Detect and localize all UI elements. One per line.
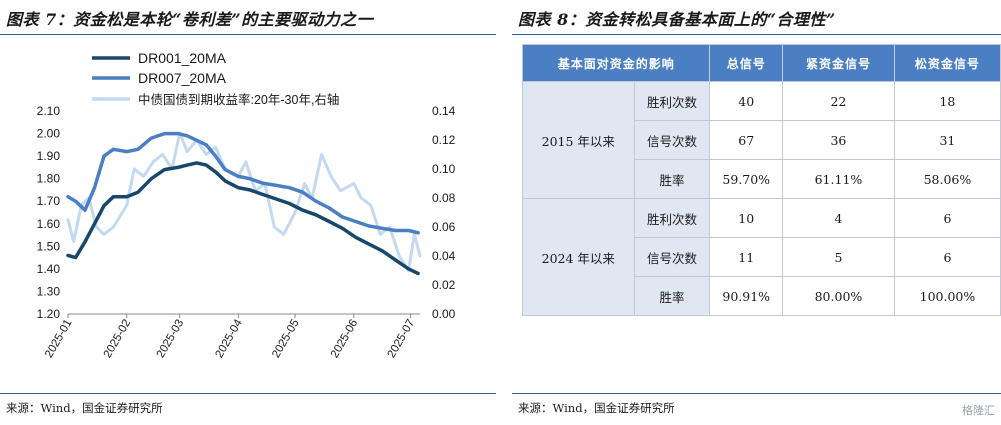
series-line-2	[66, 131, 422, 272]
y-right-tick-label: 0.00	[432, 307, 456, 321]
title-rule	[0, 34, 496, 35]
x-tick-label: 2025-07	[386, 318, 418, 361]
value-cell: 5	[782, 237, 895, 277]
y-left-tick-label: 1.70	[37, 194, 61, 208]
title-rule	[512, 34, 1001, 35]
y-left-tick-label: 1.40	[37, 262, 61, 276]
signal-table: 基本面对资金的影响 总信号 紧资金信号 松资金信号 2015 年以来 胜利次数 …	[521, 44, 1001, 316]
value-cell: 22	[782, 81, 895, 121]
metric-cell: 胜率	[633, 159, 711, 199]
metric-cell: 胜利次数	[633, 81, 711, 121]
value-cell: 59.70%	[709, 159, 784, 199]
legend-label: 中债国债到期收益率:20年-30年,右轴	[138, 92, 339, 107]
table-source: 来源：Wind，国金证券研究所	[518, 401, 675, 415]
y-right-tick-label: 0.04	[432, 249, 456, 263]
y-right-tick-label: 0.10	[432, 162, 456, 176]
value-cell: 61.11%	[782, 159, 895, 199]
source-rule	[512, 393, 1001, 394]
legend-label: DR007_20MA	[138, 70, 227, 86]
metric-cell: 信号次数	[633, 120, 711, 160]
value-cell: 100.00%	[893, 276, 1001, 316]
legend-label: DR001_20MA	[138, 50, 227, 66]
right-panel: 图表 8：资金转松具备基本面上的“合理性” 基本面对资金的影响 总信号 紧资金信…	[512, 0, 1001, 425]
value-cell: 18	[893, 81, 1001, 121]
series-line-1	[66, 131, 420, 235]
panel-separator	[496, 0, 512, 425]
y-left-tick-label: 1.80	[37, 172, 61, 186]
chart-source: 来源：Wind，国金证券研究所	[6, 401, 163, 415]
x-tick-label: 2025-02	[102, 318, 134, 361]
y-right-tick-label: 0.14	[432, 104, 456, 118]
table-row: 2015 年以来 胜利次数 40 22 18	[522, 81, 1001, 199]
y-left-tick-label: 1.20	[37, 307, 61, 321]
metric-cell: 胜利次数	[633, 198, 711, 238]
x-tick-label: 2025-06	[329, 318, 361, 361]
value-cell: 58.06%	[893, 159, 1001, 199]
left-panel: 图表 7：资金松是本轮“卷利差”的主要驱动力之一 2.10 2.00 1.90 1.8…	[0, 0, 496, 425]
source-rule	[0, 393, 496, 394]
y-right-tick-label: 0.12	[432, 133, 456, 147]
value-cell: 4	[782, 198, 895, 238]
period-cell: 2015 年以来	[522, 81, 635, 199]
watermark-text: 格隆汇	[962, 404, 995, 417]
y-left-tick-label: 1.30	[37, 284, 61, 298]
y-right-tick-label: 0.02	[432, 278, 456, 292]
value-cell: 10	[709, 198, 784, 238]
header-tight: 紧资金信号	[782, 44, 895, 82]
table-row: 胜率 59.70% 61.11% 58.06%	[523, 159, 1001, 199]
x-tick-label: 2025-01	[43, 318, 75, 361]
value-cell: 31	[893, 120, 1001, 160]
value-cell: 11	[709, 237, 784, 277]
value-cell: 6	[893, 237, 1001, 277]
metric-cell: 胜率	[633, 276, 711, 316]
value-cell: 67	[709, 120, 784, 160]
x-tick-label: 2025-05	[270, 318, 302, 361]
header-impact: 基本面对资金的影响	[521, 44, 711, 82]
value-cell: 90.91%	[709, 276, 784, 316]
line-chart: 2.10 2.00 1.90 1.80 1.70 1.60 1.50 1.40 1.30 1.20…	[37, 50, 456, 361]
y-right-tick-label: 0.06	[432, 220, 456, 234]
period-cell: 2024 年以来	[522, 198, 635, 316]
table-row: 胜率 90.91% 80.00% 100.00%	[523, 276, 1001, 316]
table-row: 2024 年以来 胜利次数 10 4 6	[522, 198, 1001, 316]
value-cell: 40	[709, 81, 784, 121]
y-left-tick-label: 1.50	[37, 239, 61, 253]
value-cell: 6	[893, 198, 1001, 238]
series-line-0	[66, 161, 420, 276]
y-left-tick-label: 1.60	[37, 217, 61, 231]
y-left-tick-label: 1.90	[37, 149, 61, 163]
value-cell: 80.00%	[782, 276, 895, 316]
header-total: 总信号	[709, 44, 784, 82]
table-title: 图表 8：资金转松具备基本面上的“合理性”	[518, 10, 836, 29]
chart-title: 图表 7：资金松是本轮“卷利差”的主要驱动力之一	[6, 10, 374, 29]
table-header-row: 基本面对资金的影响 总信号 紧资金信号 松资金信号	[521, 44, 1001, 82]
metric-cell: 信号次数	[633, 237, 711, 277]
value-cell: 36	[782, 120, 895, 160]
y-right-tick-label: 0.08	[432, 191, 456, 205]
header-loose: 松资金信号	[893, 44, 1001, 82]
x-tick-label: 2025-03	[155, 318, 187, 361]
y-left-tick-label: 2.10	[37, 104, 61, 118]
y-left-tick-label: 2.00	[37, 127, 61, 141]
x-tick-label: 2025-04	[213, 317, 245, 360]
